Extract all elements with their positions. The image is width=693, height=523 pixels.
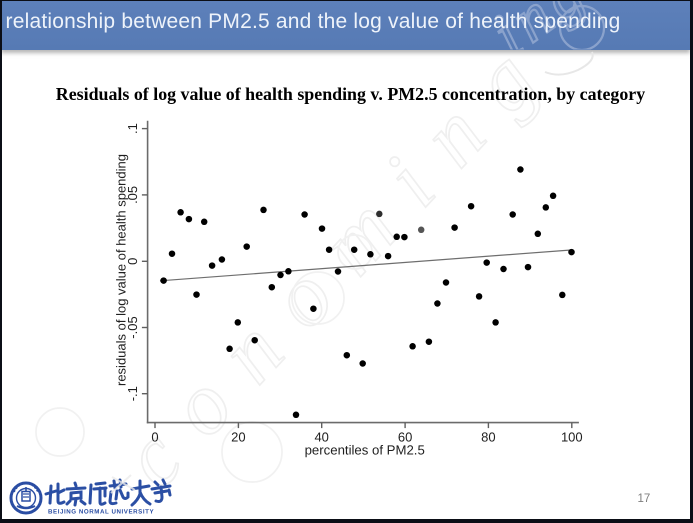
svg-text:80: 80 bbox=[481, 430, 495, 445]
svg-text:.1: .1 bbox=[125, 123, 140, 134]
svg-text:BEIJING NORMAL UNIVERSITY: BEIJING NORMAL UNIVERSITY bbox=[48, 509, 154, 516]
svg-text:.05: .05 bbox=[125, 186, 140, 204]
svg-text:100: 100 bbox=[561, 430, 583, 445]
svg-text:-.05: -.05 bbox=[125, 316, 140, 338]
svg-text:percentiles of PM2.5: percentiles of PM2.5 bbox=[305, 442, 425, 457]
svg-text:20: 20 bbox=[231, 430, 245, 445]
svg-text:0: 0 bbox=[151, 430, 158, 445]
svg-text:60: 60 bbox=[398, 430, 412, 445]
svg-text:-.1: -.1 bbox=[125, 386, 140, 401]
svg-text:0: 0 bbox=[125, 258, 140, 265]
svg-text:40: 40 bbox=[314, 430, 328, 445]
svg-text:residuals of log value of heal: residuals of log value of health spendin… bbox=[114, 154, 129, 386]
